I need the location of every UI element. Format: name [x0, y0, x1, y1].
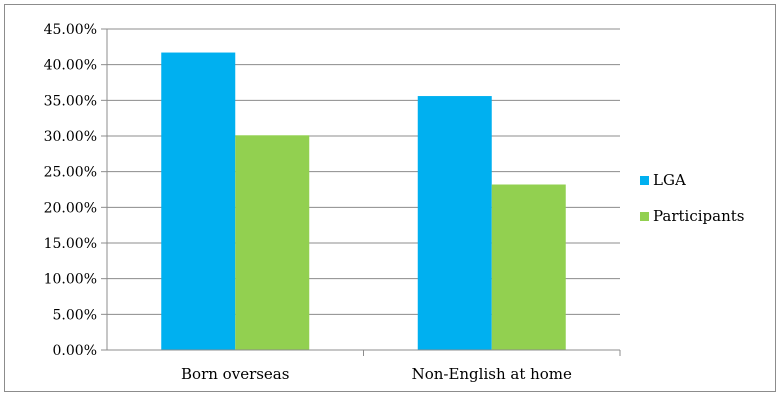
bar-participants [235, 135, 310, 350]
y-tick-label: 30.00% [44, 129, 97, 145]
y-tick-label: 20.00% [44, 200, 97, 216]
x-category-label: Non-English at home [412, 365, 572, 383]
y-tick-label: 35.00% [44, 93, 97, 109]
legend-label: LGA [653, 171, 686, 189]
legend-swatch [640, 176, 649, 185]
legend-label: Participants [653, 207, 745, 225]
bar-lga [417, 96, 492, 350]
y-tick-label: 5.00% [53, 307, 97, 323]
legend-swatch [640, 212, 649, 221]
bar-lga [161, 52, 236, 350]
y-tick-label: 15.00% [44, 236, 97, 252]
x-category-label: Born overseas [181, 365, 289, 383]
bars [161, 52, 566, 350]
legend: LGA Participants [640, 171, 745, 225]
y-tick-label: 25.00% [44, 165, 97, 181]
y-tick-label: 45.00% [44, 22, 97, 38]
x-axis-category-labels: Born overseas Non-English at home [181, 365, 572, 383]
y-tick-label: 40.00% [44, 58, 97, 74]
y-tick-label: 10.00% [44, 272, 97, 288]
y-axis-tick-labels: 0.00% 5.00% 10.00% 15.00% 20.00% 25.00% 30.00%… [44, 22, 97, 359]
bar-participants [491, 184, 566, 350]
chart-frame [4, 4, 776, 392]
y-tick-label: 0.00% [53, 343, 97, 359]
axes [101, 28, 621, 356]
